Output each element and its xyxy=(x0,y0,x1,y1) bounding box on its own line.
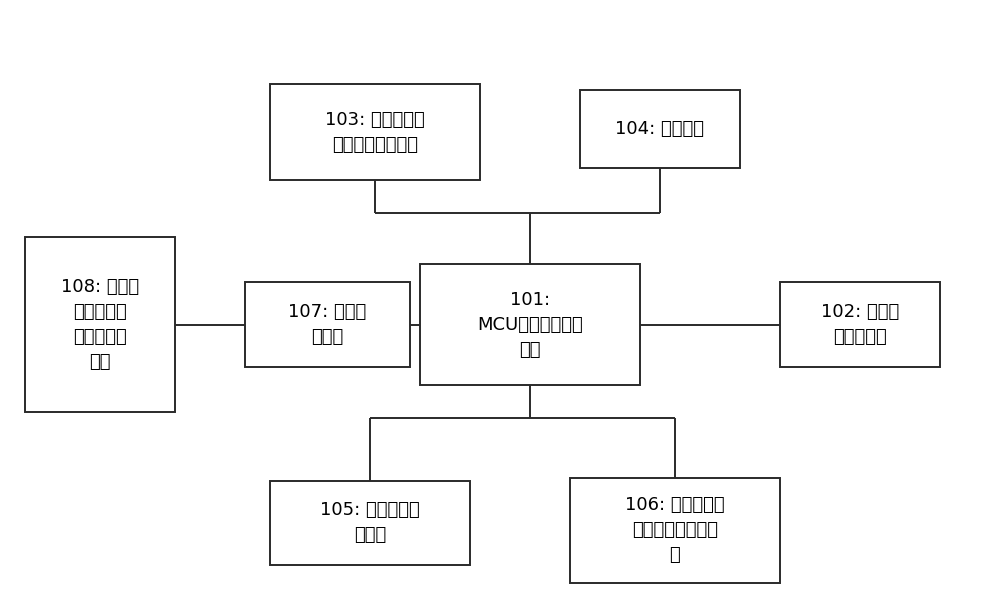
FancyBboxPatch shape xyxy=(570,478,780,583)
Text: 103: 单体采集单
元与相关通信电路: 103: 单体采集单 元与相关通信电路 xyxy=(325,111,425,154)
FancyBboxPatch shape xyxy=(780,282,940,367)
FancyBboxPatch shape xyxy=(25,237,175,412)
Text: 106: 数据存储以
及人机交互电路模
块: 106: 数据存储以 及人机交互电路模 块 xyxy=(625,496,725,564)
FancyBboxPatch shape xyxy=(270,84,480,180)
Text: 104: 采集电路: 104: 采集电路 xyxy=(615,120,704,138)
Text: 108: 全在线
充放电电路
与控制电路
单元: 108: 全在线 充放电电路 与控制电路 单元 xyxy=(61,278,139,371)
Text: 105: 后台及其扩
展电路: 105: 后台及其扩 展电路 xyxy=(320,501,420,545)
FancyBboxPatch shape xyxy=(270,481,470,565)
FancyBboxPatch shape xyxy=(245,282,410,367)
Text: 102: 工作电
源电路单元: 102: 工作电 源电路单元 xyxy=(821,303,899,346)
Text: 107: 驱动控
制电路: 107: 驱动控 制电路 xyxy=(288,303,367,346)
FancyBboxPatch shape xyxy=(580,90,740,168)
Text: 101:
MCU单元及其配套
电路: 101: MCU单元及其配套 电路 xyxy=(477,290,583,359)
FancyBboxPatch shape xyxy=(420,264,640,385)
